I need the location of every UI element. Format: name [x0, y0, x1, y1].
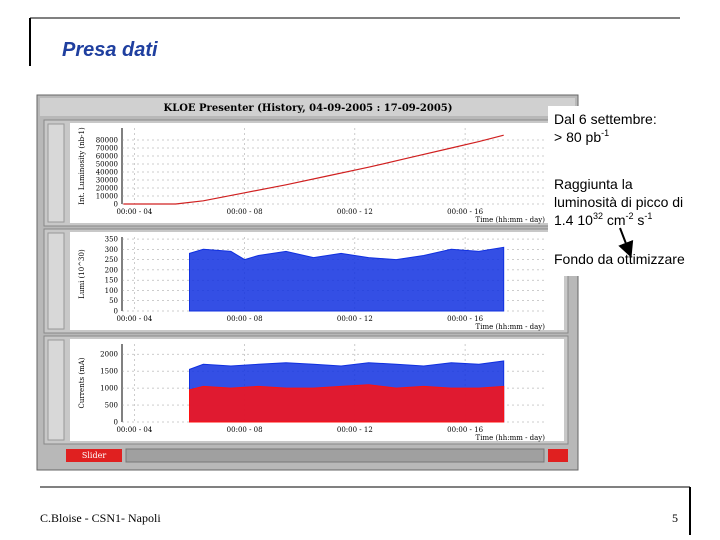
- x-tick-label: 00:00 - 04: [116, 315, 152, 323]
- note-line: 1.4 1032 cm-2 s-1: [554, 211, 652, 228]
- y-axis-label: Currents (mA): [78, 357, 86, 408]
- y-tick-label: 80000: [96, 137, 118, 145]
- x-tick-label: 00:00 - 04: [116, 208, 152, 216]
- superscript: -1: [601, 128, 609, 138]
- x-axis-label: Time (hh:mm - day): [476, 323, 546, 331]
- y-tick-label: 300: [105, 246, 118, 254]
- x-tick-label: 00:00 - 08: [227, 208, 263, 216]
- y-tick-label: 20000: [96, 185, 118, 193]
- y-tick-label: 100: [105, 287, 118, 295]
- note-text: s: [634, 212, 645, 228]
- y-tick-label: 200: [105, 266, 118, 274]
- panel-side: [47, 123, 65, 223]
- note-text: 1.4 10: [554, 212, 593, 228]
- panel-side: [47, 339, 65, 441]
- x-tick-label: 00:00 - 16: [447, 315, 483, 323]
- window-titlebar: [40, 98, 575, 116]
- y-tick-label: 1500: [100, 368, 118, 376]
- panel-side: [47, 232, 65, 330]
- note-text: luminosità di picco di: [554, 194, 683, 210]
- data-area: [189, 384, 505, 423]
- x-tick-label: 00:00 - 16: [447, 426, 483, 434]
- panel: Lumi (10^30) 0 50 100 150 200 250 300 350 00:00 -…: [43, 228, 569, 334]
- plot-area: [70, 123, 564, 223]
- note-text: Raggiunta la: [554, 176, 633, 192]
- data-area: [189, 246, 505, 312]
- superscript: -2: [626, 211, 634, 221]
- note-text: > 80 pb: [554, 129, 601, 145]
- note-line: luminosità di picco di: [554, 194, 683, 210]
- y-tick-label: 0: [114, 201, 118, 209]
- y-tick-label: 50000: [96, 161, 118, 169]
- note-line: Raggiunta la: [554, 176, 633, 192]
- x-tick-label: 00:00 - 12: [337, 426, 373, 434]
- note-line: > 80 pb-1: [554, 128, 609, 145]
- presenter-window: KLOE Presenter (History, 04-09-2005 : 17…: [36, 94, 579, 471]
- note-line: Fondo da ottimizzare: [554, 251, 685, 267]
- superscript: -1: [644, 211, 652, 221]
- y-tick-label: 0: [114, 419, 118, 427]
- x-tick-label: 00:00 - 08: [227, 426, 263, 434]
- slider-button[interactable]: [548, 449, 568, 462]
- y-tick-label: 500: [105, 402, 118, 410]
- data-line: [123, 134, 504, 205]
- y-tick-label: 150: [105, 277, 118, 285]
- note-text: Dal 6 settembre:: [554, 111, 657, 127]
- page-number: 5: [672, 511, 678, 525]
- y-tick-label: 2000: [100, 351, 118, 359]
- y-axis-label: Int. Luminosity (nb-1): [78, 127, 86, 205]
- slider-label: Slider: [82, 451, 106, 460]
- y-tick-label: 350: [105, 236, 118, 244]
- y-tick-label: 30000: [96, 177, 118, 185]
- y-tick-label: 1000: [100, 385, 118, 393]
- y-tick-label: 70000: [96, 145, 118, 153]
- y-tick-label: 60000: [96, 153, 118, 161]
- note-text: Fondo da ottimizzare: [554, 251, 685, 267]
- note-line: Dal 6 settembre:: [554, 111, 657, 127]
- y-tick-label: 40000: [96, 169, 118, 177]
- panel: Currents (mA) 0 500 1000 1500 2000 00:00 - 04 0…: [43, 335, 569, 445]
- x-tick-label: 00:00 - 16: [447, 208, 483, 216]
- y-tick-label: 250: [105, 256, 118, 264]
- note-text: cm: [603, 212, 626, 228]
- x-tick-label: 00:00 - 12: [337, 208, 373, 216]
- slider-button[interactable]: [66, 449, 122, 462]
- footer: C.Bloise - CSN1- Napoli: [40, 511, 161, 525]
- window-title: KLOE Presenter (History, 04-09-2005 : 17…: [164, 103, 453, 114]
- y-tick-label: 50: [109, 297, 118, 305]
- y-tick-label: 10000: [96, 193, 118, 201]
- y-axis-label: Lumi (10^30): [78, 249, 86, 299]
- x-axis-label: Time (hh:mm - day): [476, 216, 546, 224]
- x-axis-label: Time (hh:mm - day): [476, 434, 546, 442]
- x-tick-label: 00:00 - 04: [116, 426, 152, 434]
- slider-track[interactable]: [125, 448, 545, 463]
- arrow: [618, 227, 634, 258]
- y-tick-label: 0: [114, 308, 118, 316]
- slide-title: Presa dati: [62, 39, 158, 61]
- superscript: 32: [593, 211, 603, 221]
- x-tick-label: 00:00 - 08: [227, 315, 263, 323]
- x-tick-label: 00:00 - 12: [337, 315, 373, 323]
- panel: Int. Luminosity (nb-1) 010000200003000040…: [43, 119, 569, 227]
